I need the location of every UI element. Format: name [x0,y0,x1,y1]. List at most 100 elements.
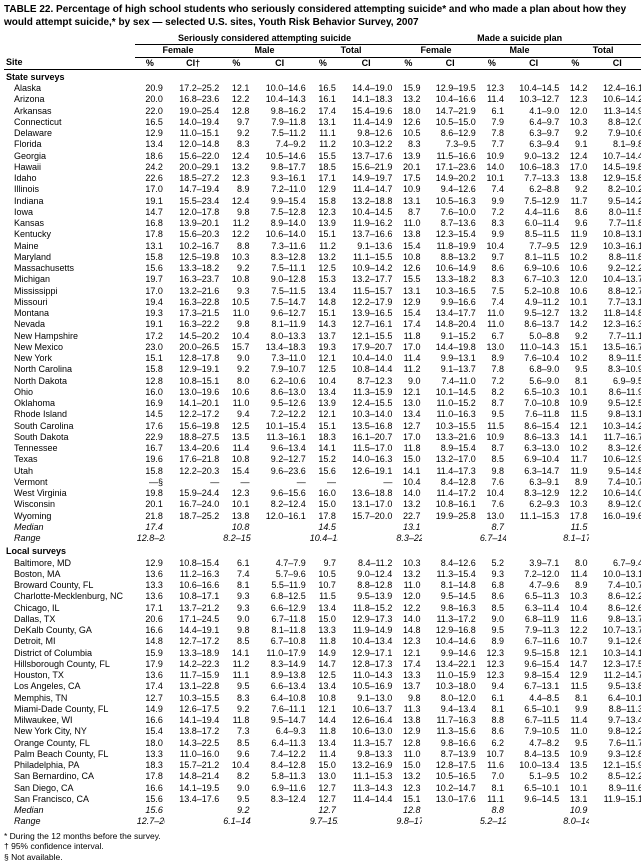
value-cell: 12.2–17.9 [338,297,394,308]
site-cell: Georgia [4,151,135,162]
value-cell: 10.3 [221,252,251,263]
site-cell: Tennessee [4,443,135,454]
value-cell: 6.7–11.8 [251,614,307,625]
value-cell: 6.7–11.5 [506,715,561,726]
value-cell: 9.9–15.4 [251,196,307,207]
value-cell: 8.7 [478,398,506,409]
value-cell: 7.5–12.8 [251,207,307,218]
value-cell: 14.7 [561,659,589,670]
value-cell: 10.1 [561,387,589,398]
value-cell: 7.4 [221,569,251,580]
value-cell: 20.0–26.5 [165,342,221,353]
value-cell: 8.6–12.6 [589,603,641,614]
value-cell: 8.0–13.3 [251,331,307,342]
value-cell: 13.4–17.6 [165,794,221,805]
value-cell: 15.0 [394,454,422,465]
value-cell: 15.1 [561,342,589,353]
summary-cell [165,533,221,544]
value-cell: 11.0 [394,580,422,591]
value-cell: 17.1–24.5 [165,614,221,625]
value-cell: 12.4 [561,151,589,162]
value-cell: 10.3–15.5 [165,693,221,704]
summary-cell [422,533,477,544]
value-cell: 11.9–16.2 [338,218,394,229]
table-row: Maine13.110.2–16.78.87.3–11.611.29.1–13.… [4,241,641,252]
value-cell: 8.1 [561,376,589,387]
value-cell: 19.1 [135,196,165,207]
value-cell: 11.7–15.9 [165,670,221,681]
value-cell: 12.5 [308,263,338,274]
value-cell: 6.9–10.4 [506,454,561,465]
value-cell: 6.6–12.9 [251,603,307,614]
value-cell: 16.5 [308,83,338,94]
value-cell: 11.3–16.1 [251,432,307,443]
value-cell: 8.9–12.0 [589,499,641,510]
site-cell: Iowa [4,207,135,218]
value-cell: 12.9 [561,241,589,252]
value-cell: 16.0–19.6 [589,511,641,522]
value-cell: 13.9–16.5 [338,308,394,319]
value-cell: 10.9 [561,749,589,760]
value-cell: 13.5 [221,432,251,443]
site-cell: New Mexico [4,342,135,353]
value-cell: 13.0 [478,511,506,522]
value-cell: 8.0–12.0 [422,693,477,704]
value-cell: 8.9–11.5 [589,353,641,364]
value-cell: 8.5 [478,454,506,465]
value-cell: 13.1 [394,286,422,297]
table-row: Montana19.317.3–21.511.09.6–12.715.113.9… [4,308,641,319]
value-cell: 10.4–14.5 [506,83,561,94]
value-cell: 20.1 [394,162,422,173]
value-cell: 13.0 [478,342,506,353]
value-cell: 13.2–17.7 [338,274,394,285]
summary-cell [589,805,641,816]
value-cell: 10.0–14.6 [251,83,307,94]
value-cell: 5.8–11.3 [251,771,307,782]
value-cell: 15.7–20.0 [338,511,394,522]
summary-cell [422,522,477,533]
header-pct: % [561,57,589,69]
value-cell: 19.7 [135,274,165,285]
value-cell: 10.6–14.2 [589,94,641,105]
site-cell: South Carolina [4,421,135,432]
table-row: Iowa14.712.0–17.89.87.5–12.812.310.4–14.… [4,207,641,218]
table-row: Charlotte-Mecklenburg, NC13.610.8–17.19.… [4,591,641,602]
summary-cell [338,816,394,827]
value-cell: 13.4 [308,681,338,692]
value-cell: 11.1–15.3 [338,771,394,782]
value-cell: 20.9 [135,83,165,94]
value-cell: 7.6 [478,499,506,510]
value-cell: 9.5 [221,681,251,692]
value-cell: 10.4 [478,241,506,252]
value-cell: — [338,477,394,488]
value-cell: 17.1 [308,173,338,184]
value-cell: 9.6 [221,749,251,760]
value-cell: 10.4 [221,331,251,342]
summary-cell: 12.7 [308,805,338,816]
value-cell: 13.1 [394,196,422,207]
value-cell: 10.4–13.7 [589,274,641,285]
value-cell: 12.1–15.9 [589,760,641,771]
value-cell: 11.5–17.0 [338,443,394,454]
blank-head [4,45,135,57]
value-cell: 17.6 [135,421,165,432]
value-cell: 9.9–13.1 [422,353,477,364]
value-cell: 12.1 [221,83,251,94]
value-cell: 10.4–14.5 [338,207,394,218]
value-cell: 11.1 [221,670,251,681]
table-row: Hawaii24.220.0–29.113.29.8–17.718.515.6–… [4,162,641,173]
value-cell: 11.0 [394,749,422,760]
value-cell: 14.7 [308,659,338,670]
value-cell: 9.6–23.6 [251,466,307,477]
value-cell: 19.3 [308,342,338,353]
value-cell: 10.1–15.4 [251,421,307,432]
table-row: Hillsborough County, FL17.914.2–22.311.2… [4,659,641,670]
value-cell: 10.3–16.1 [589,241,641,252]
site-cell: Arkansas [4,106,135,117]
summary-cell: 9.2 [221,805,251,816]
value-cell: 10.5–15.0 [422,117,477,128]
value-cell: 14.0 [394,614,422,625]
value-cell: 10.6–18.3 [506,162,561,173]
site-cell: North Dakota [4,376,135,387]
site-cell: Alaska [4,83,135,94]
